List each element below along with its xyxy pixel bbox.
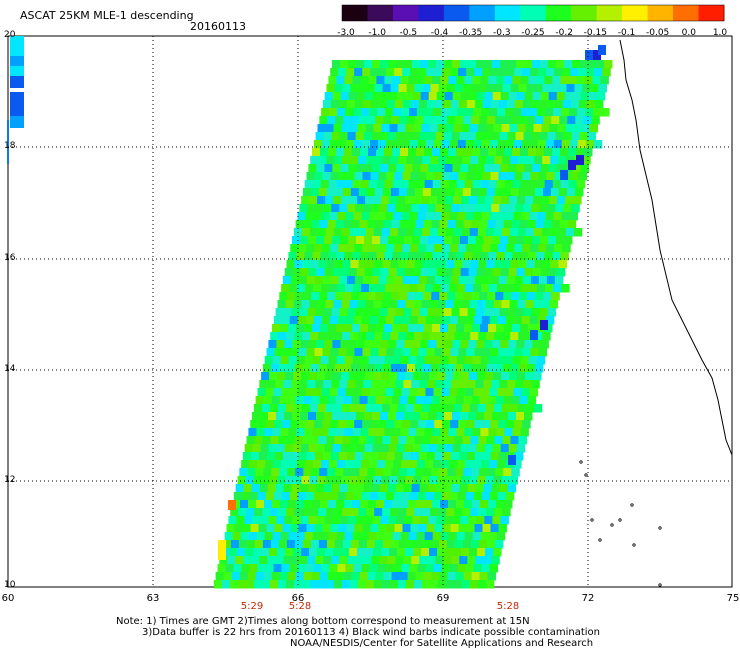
x-tick-72: 72: [581, 593, 595, 604]
colorbar-segment: [520, 5, 547, 21]
coastline: [579, 39, 733, 587]
colorbar-segment: [647, 5, 674, 21]
x-tick-63: 63: [146, 593, 160, 604]
colorbar-segment: [469, 5, 496, 21]
colorbar-label: -0.5: [399, 28, 418, 38]
map-date: 20160113: [190, 20, 246, 33]
y-tick-18: 18: [4, 141, 16, 151]
colorbar-segment: [443, 5, 470, 21]
colorbar-label: -0.2: [555, 28, 573, 38]
colorbar-segment: [392, 5, 419, 21]
colorbar-label: -0.1: [617, 28, 636, 38]
x-tick-69: 69: [436, 593, 450, 604]
y-tick-16: 16: [4, 253, 16, 263]
colorbar-segment: [494, 5, 521, 21]
y-tick-20: 20: [4, 30, 16, 40]
colorbar-segment: [418, 5, 445, 21]
x-tick-75: 75: [726, 593, 740, 604]
colorbar-segment: [596, 5, 623, 21]
gridlines: [8, 36, 732, 587]
x-tick-60: 60: [1, 593, 15, 604]
colorbar-segment: [545, 5, 572, 21]
colorbar-label: -0.35: [459, 28, 483, 38]
colorbar-label: -1.0: [368, 28, 386, 38]
colorbar-label: -3.0: [337, 28, 355, 38]
colorbar-segment: [698, 5, 725, 21]
colorbar-label: -0.4: [430, 28, 449, 38]
colorbar-segment: [342, 5, 368, 21]
colorbar-label: 0.0: [681, 28, 696, 38]
y-tick-14: 14: [4, 364, 16, 374]
colorbar: [341, 4, 725, 22]
colorbar-segment: [673, 5, 700, 21]
pass-time-2: 5:28: [288, 601, 312, 612]
colorbar-label: -0.15: [583, 28, 607, 38]
colorbar-segment: [571, 5, 598, 21]
x-tick-66: 66: [291, 593, 305, 604]
colorbar-segment: [367, 5, 394, 21]
colorbar-segment: [622, 5, 649, 21]
note-line-3: NOAA/NESDIS/Center for Satellite Applica…: [290, 638, 594, 649]
note-line-1: Note: 1) Times are GMT 2)Times along bot…: [116, 616, 530, 627]
pass-time-1: 5:29: [240, 601, 264, 612]
note-line-2: 3)Data buffer is 22 hrs from 20160113 4)…: [142, 627, 600, 638]
y-tick-10: 10: [4, 580, 16, 590]
colorbar-label: -0.3: [493, 28, 511, 38]
pass-time-3: 5:28: [496, 601, 520, 612]
colorbar-label: -0.25: [521, 28, 545, 38]
map-title: ASCAT 25KM MLE-1 descending: [20, 9, 194, 22]
data-swath: [213, 45, 613, 589]
colorbar-label: -0.05: [646, 28, 670, 38]
y-tick-12: 12: [4, 475, 16, 485]
data-swath-edge: [7, 36, 24, 164]
colorbar-label: 1.0: [712, 28, 728, 38]
